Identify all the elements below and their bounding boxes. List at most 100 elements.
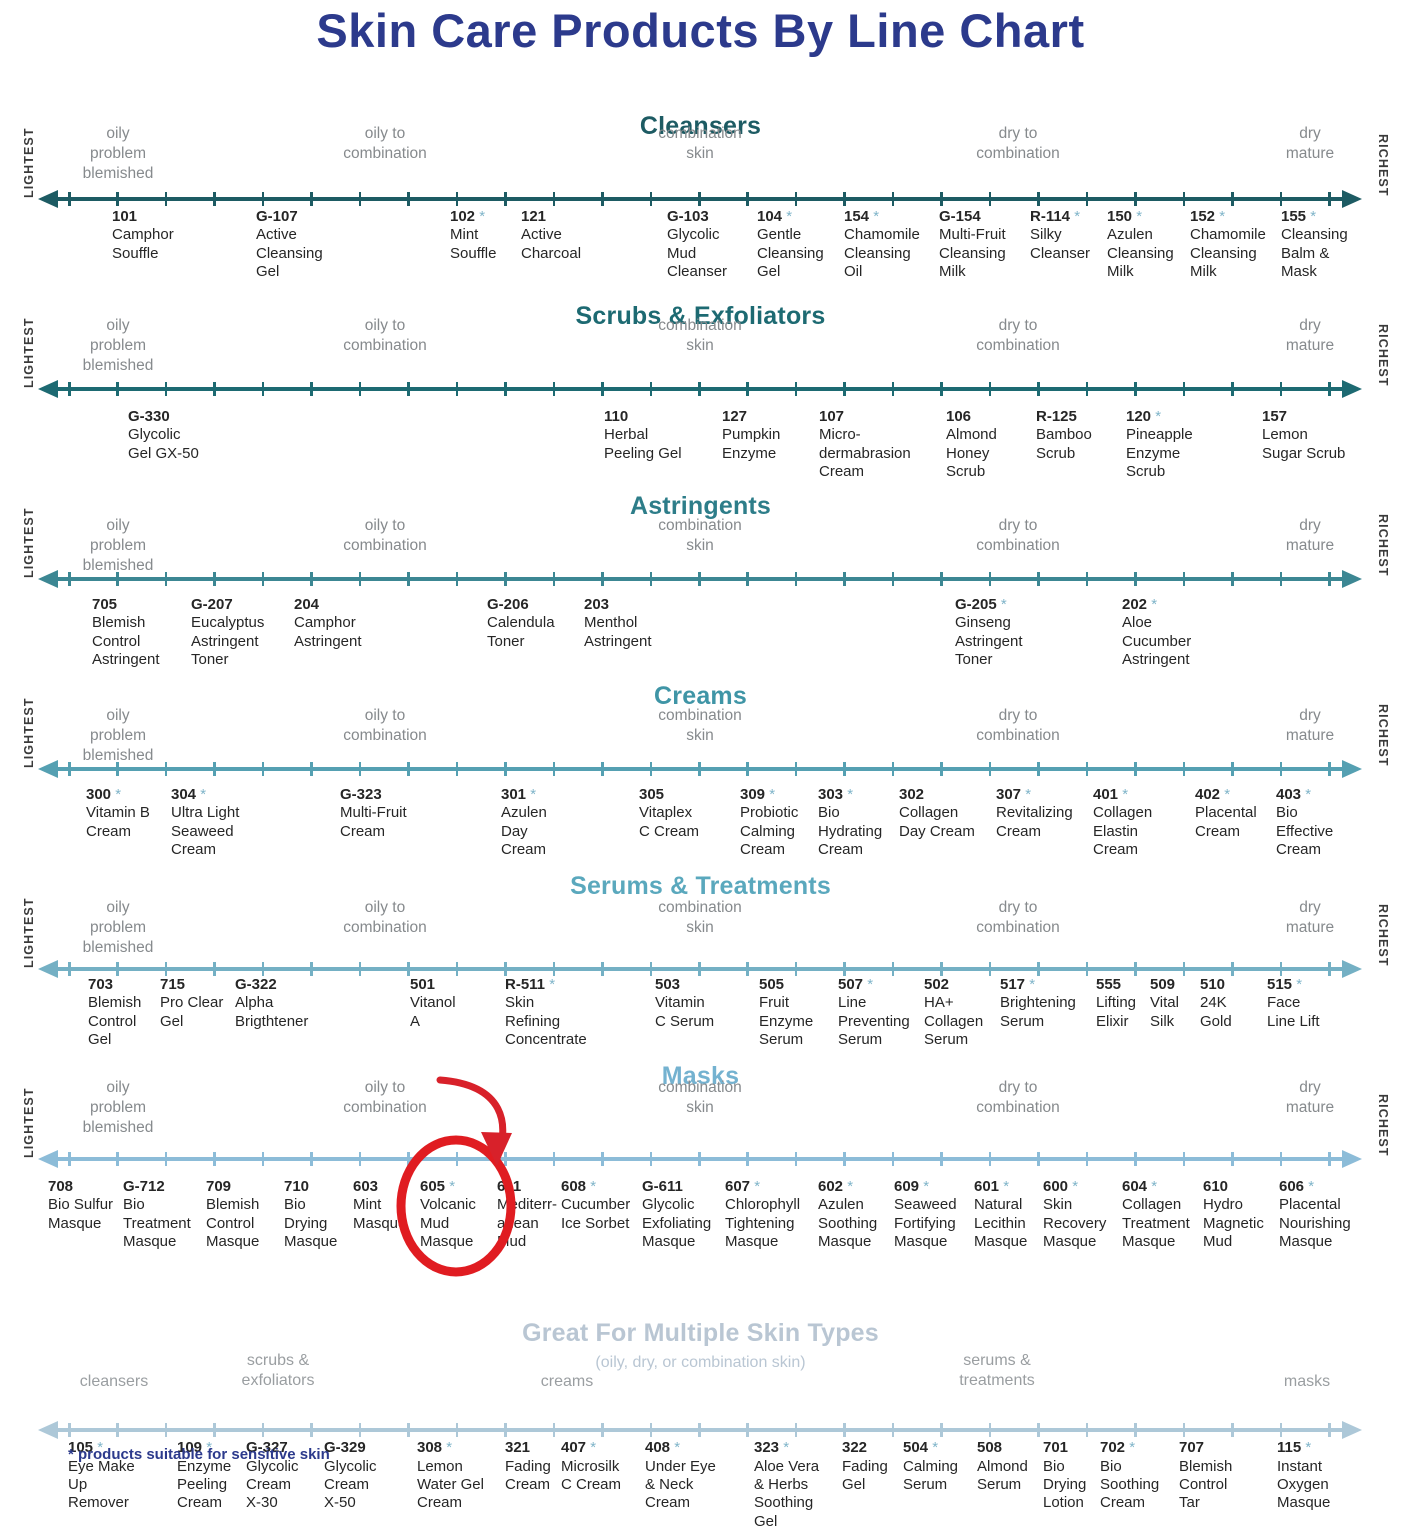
product-entry[interactable]: G-329 Glycolic Cream X-50 — [324, 1439, 377, 1512]
product-entry[interactable]: 307 * Revitalizing Cream — [996, 786, 1073, 841]
product-entry[interactable]: 603 Mint Masque — [353, 1178, 406, 1233]
product-entry[interactable]: 308 * Lemon Water Gel Cream — [417, 1439, 484, 1512]
product-entry[interactable]: 703 Blemish Control Gel — [88, 976, 141, 1049]
product-entry[interactable]: G-205 * Ginseng Astringent Toner — [955, 596, 1023, 669]
product-entry[interactable]: 115 * Instant Oxygen Masque — [1277, 1439, 1330, 1512]
product-entry[interactable]: 154 * Chamomile Cleansing Oil — [844, 208, 920, 281]
product-entry[interactable]: 502 HA+ Collagen Serum — [924, 976, 983, 1049]
product-entry[interactable]: 701 Bio Drying Lotion — [1043, 1439, 1086, 1512]
product-entry[interactable]: 157 Lemon Sugar Scrub — [1262, 408, 1345, 463]
product-entry[interactable]: G-712 Bio Treatment Masque — [123, 1178, 191, 1251]
product-entry[interactable]: 110 Herbal Peeling Gel — [604, 408, 682, 463]
product-entry[interactable]: 509 Vital Silk — [1150, 976, 1179, 1031]
product-entry[interactable]: 606 * Placental Nourishing Masque — [1279, 1178, 1351, 1251]
product-entry[interactable]: 304 * Ultra Light Seaweed Cream — [171, 786, 239, 859]
product-entry[interactable]: 611 Mediterr- anean Mud — [497, 1178, 557, 1251]
axis-tick — [358, 192, 362, 206]
product-entry[interactable]: 301 * Azulen Day Cream — [501, 786, 547, 859]
product-entry[interactable]: 150 * Azulen Cleansing Milk — [1107, 208, 1174, 281]
product-entry[interactable]: 707 Blemish Control Tar — [1179, 1439, 1232, 1512]
product-entry[interactable]: G-322 Alpha Brigthtener — [235, 976, 308, 1031]
product-entry[interactable]: 515 * Face Line Lift — [1267, 976, 1320, 1031]
product-entry[interactable]: 503 Vitamin C Serum — [655, 976, 714, 1031]
product-entry[interactable]: 302 Collagen Day Cream — [899, 786, 975, 841]
axis-tick — [261, 962, 265, 976]
product-entry[interactable]: 403 * Bio Effective Cream — [1276, 786, 1333, 859]
sensitive-skin-star-icon: * — [206, 1439, 213, 1457]
product-entry[interactable]: 102 * Mint Souffle — [450, 208, 496, 263]
product-name: Camphor Astringent — [294, 614, 362, 650]
product-entry[interactable]: 710 Bio Drying Masque — [284, 1178, 337, 1251]
product-entry[interactable]: 601 * Natural Lecithin Masque — [974, 1178, 1027, 1251]
product-entry[interactable]: 204 Camphor Astringent — [294, 596, 362, 651]
product-entry[interactable]: 505 Fruit Enzyme Serum — [759, 976, 813, 1049]
product-entry[interactable]: 555 Lifting Elixir — [1096, 976, 1136, 1031]
sensitive-skin-star-icon: * — [1219, 208, 1226, 225]
product-entry[interactable]: 602 * Azulen Soothing Masque — [818, 1178, 877, 1251]
product-entry[interactable]: 610 Hydro Magnetic Mud — [1203, 1178, 1264, 1251]
skin-zone-label-1: oily to combination — [343, 125, 427, 162]
product-entry[interactable]: 705 Blemish Control Astringent — [92, 596, 160, 669]
axis-tick — [1231, 762, 1234, 776]
product-entry[interactable]: 608 * Cucumber Ice Sorbet — [561, 1178, 630, 1233]
product-entry[interactable]: 106 Almond Honey Scrub — [946, 408, 997, 481]
product-entry[interactable]: 121 Active Charcoal — [521, 208, 581, 263]
product-entry[interactable]: 508 Almond Serum — [977, 1439, 1028, 1494]
product-code: G-207 — [191, 596, 233, 613]
axis-tick — [940, 962, 943, 976]
product-entry[interactable]: G-330 Glycolic Gel GX-50 — [128, 408, 199, 463]
product-entry[interactable]: 402 * Placental Cream — [1195, 786, 1257, 841]
product-entry[interactable]: 504 * Calming Serum — [903, 1439, 958, 1494]
product-entry[interactable]: 309 * Probiotic Calming Cream — [740, 786, 798, 859]
product-entry[interactable]: 202 * Aloe Cucumber Astringent — [1122, 596, 1191, 669]
product-entry[interactable]: 322 Fading Gel — [842, 1439, 888, 1494]
product-entry[interactable]: G-207 Eucalyptus Astringent Toner — [191, 596, 264, 669]
axis-tick — [988, 1423, 992, 1438]
axis-tick — [649, 1423, 653, 1438]
product-entry[interactable]: G-611 Glycolic Exfoliating Masque — [642, 1178, 711, 1251]
product-entry[interactable]: 407 * Microsilk C Cream — [561, 1439, 621, 1494]
product-entry[interactable]: 604 * Collagen Treatment Masque — [1122, 1178, 1190, 1251]
product-entry[interactable]: 305 Vitaplex C Cream — [639, 786, 699, 841]
product-entry[interactable]: G-107 Active Cleansing Gel — [256, 208, 323, 281]
product-code: 127 — [722, 408, 748, 425]
product-entry[interactable]: 702 * Bio Soothing Cream — [1100, 1439, 1159, 1512]
product-entry[interactable]: 321 Fading Cream — [505, 1439, 551, 1494]
product-entry[interactable]: 203 Menthol Astringent — [584, 596, 652, 651]
product-entry[interactable]: 300 * Vitamin B Cream — [86, 786, 150, 841]
product-entry[interactable]: 517 * Brightening Serum — [1000, 976, 1076, 1031]
product-entry[interactable]: R-511 * Skin Refining Concentrate — [505, 976, 587, 1049]
product-entry[interactable]: G-103 Glycolic Mud Cleanser — [667, 208, 727, 281]
product-entry[interactable]: 709 Blemish Control Masque — [206, 1178, 259, 1251]
product-entry[interactable]: G-323 Multi-Fruit Cream — [340, 786, 407, 841]
product-name: Active Cleansing Gel — [256, 226, 323, 280]
product-entry[interactable]: 155 * Cleansing Balm & Mask — [1281, 208, 1348, 281]
axis-end-label-richest: RICHEST — [1376, 1094, 1390, 1157]
product-entry[interactable]: 101 Camphor Souffle — [112, 208, 174, 263]
product-entry[interactable]: 501 Vitanol A — [410, 976, 456, 1031]
product-entry[interactable]: G-154 Multi-Fruit Cleansing Milk — [939, 208, 1006, 281]
product-entry[interactable]: 600 * Skin Recovery Masque — [1043, 1178, 1106, 1251]
product-entry[interactable]: 605 * Volcanic Mud Masque — [420, 1178, 476, 1251]
product-entry[interactable]: 323 * Aloe Vera & Herbs Soothing Gel — [754, 1439, 819, 1530]
product-entry[interactable]: G-206 Calendula Toner — [487, 596, 555, 651]
product-entry[interactable]: R-125 Bamboo Scrub — [1036, 408, 1092, 463]
product-entry[interactable]: 708 Bio Sulfur Masque — [48, 1178, 113, 1233]
product-entry[interactable]: 408 * Under Eye & Neck Cream — [645, 1439, 716, 1512]
product-entry[interactable]: 104 * Gentle Cleansing Gel — [757, 208, 824, 281]
product-entry[interactable]: 609 * Seaweed Fortifying Masque — [894, 1178, 957, 1251]
product-entry[interactable]: 510 24K Gold — [1200, 976, 1232, 1031]
product-entry[interactable]: 607 * Chlorophyll Tightening Masque — [725, 1178, 800, 1251]
sensitive-skin-star-icon: * — [847, 1178, 854, 1195]
product-entry[interactable]: 107 Micro- dermabrasion Cream — [819, 408, 911, 481]
product-entry[interactable]: 401 * Collagen Elastin Cream — [1093, 786, 1152, 859]
product-entry[interactable]: G-327 Glycolic Cream X-30 — [246, 1439, 299, 1512]
product-entry[interactable]: 120 * Pineapple Enzyme Scrub — [1126, 408, 1193, 481]
product-code: 515 * — [1267, 976, 1303, 993]
product-entry[interactable]: 152 * Chamomile Cleansing Milk — [1190, 208, 1266, 281]
product-entry[interactable]: 715 Pro Clear Gel — [160, 976, 223, 1031]
product-entry[interactable]: 127 Pumpkin Enzyme — [722, 408, 780, 463]
product-entry[interactable]: 507 * Line Preventing Serum — [838, 976, 910, 1049]
product-entry[interactable]: R-114 * Silky Cleanser — [1030, 208, 1090, 263]
product-entry[interactable]: 303 * Bio Hydrating Cream — [818, 786, 882, 859]
